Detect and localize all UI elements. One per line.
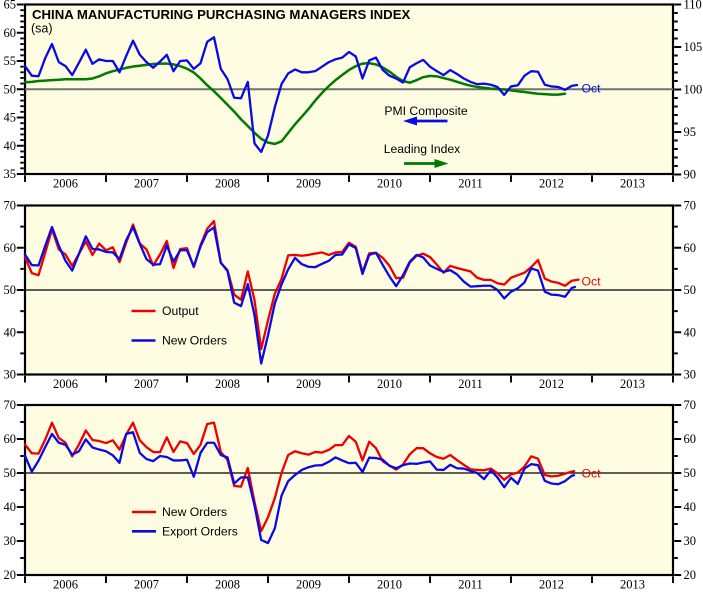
svg-text:45: 45 [4, 111, 17, 125]
svg-text:90: 90 [684, 168, 697, 182]
svg-text:2006: 2006 [53, 176, 78, 190]
svg-text:50: 50 [4, 283, 17, 297]
svg-text:2011: 2011 [458, 377, 483, 391]
svg-text:105: 105 [684, 40, 703, 54]
svg-text:70: 70 [4, 398, 17, 412]
svg-text:Oct: Oct [582, 82, 602, 96]
svg-text:65: 65 [4, 0, 17, 12]
svg-text:2006: 2006 [53, 377, 78, 391]
svg-text:New Orders: New Orders [162, 505, 227, 519]
svg-text:2008: 2008 [215, 577, 240, 591]
svg-text:70: 70 [4, 199, 17, 213]
svg-text:2012: 2012 [539, 577, 564, 591]
svg-text:2007: 2007 [134, 176, 159, 190]
svg-text:2007: 2007 [134, 377, 159, 391]
svg-text:30: 30 [4, 534, 17, 548]
svg-text:Export Orders: Export Orders [162, 524, 238, 538]
svg-text:40: 40 [4, 139, 17, 153]
svg-text:40: 40 [4, 500, 17, 514]
svg-text:40: 40 [4, 325, 17, 339]
svg-text:2010: 2010 [377, 577, 402, 591]
svg-text:40: 40 [684, 500, 697, 514]
svg-text:110: 110 [684, 0, 702, 12]
svg-text:2009: 2009 [296, 577, 321, 591]
svg-text:30: 30 [4, 368, 17, 382]
svg-text:2010: 2010 [377, 377, 402, 391]
svg-text:50: 50 [684, 466, 697, 480]
svg-text:2006: 2006 [53, 577, 78, 591]
svg-text:(sa): (sa) [31, 22, 53, 36]
svg-text:50: 50 [684, 283, 697, 297]
svg-text:60: 60 [4, 241, 17, 255]
svg-text:2013: 2013 [620, 577, 645, 591]
svg-text:2013: 2013 [620, 377, 645, 391]
svg-text:40: 40 [684, 325, 697, 339]
svg-text:50: 50 [4, 466, 17, 480]
svg-text:20: 20 [4, 568, 17, 582]
svg-text:30: 30 [684, 368, 697, 382]
svg-text:Output: Output [162, 304, 199, 318]
svg-text:100: 100 [684, 83, 703, 97]
svg-text:2013: 2013 [620, 176, 645, 190]
svg-text:60: 60 [4, 26, 17, 40]
svg-text:Leading Index: Leading Index [384, 142, 461, 156]
svg-text:2008: 2008 [215, 176, 240, 190]
svg-text:2009: 2009 [296, 377, 321, 391]
svg-text:70: 70 [684, 398, 697, 412]
svg-text:95: 95 [684, 125, 697, 139]
svg-text:60: 60 [684, 241, 697, 255]
svg-text:2007: 2007 [134, 577, 159, 591]
svg-text:55: 55 [4, 54, 17, 68]
svg-text:2012: 2012 [539, 377, 564, 391]
svg-text:PMI Composite: PMI Composite [384, 104, 468, 118]
svg-text:30: 30 [684, 534, 697, 548]
svg-text:50: 50 [4, 82, 17, 96]
svg-text:2012: 2012 [539, 176, 564, 190]
svg-text:2009: 2009 [296, 176, 321, 190]
svg-text:60: 60 [684, 432, 697, 446]
svg-text:CHINA MANUFACTURING PURCHASING: CHINA MANUFACTURING PURCHASING MANAGERS … [32, 7, 410, 22]
svg-text:2008: 2008 [215, 377, 240, 391]
svg-text:35: 35 [4, 167, 17, 181]
svg-text:70: 70 [684, 199, 697, 213]
svg-text:Oct: Oct [582, 467, 602, 481]
svg-text:60: 60 [4, 432, 17, 446]
svg-text:2010: 2010 [377, 176, 402, 190]
svg-text:20: 20 [684, 568, 697, 582]
svg-text:Oct: Oct [582, 275, 602, 289]
svg-text:2011: 2011 [458, 577, 483, 591]
svg-text:2011: 2011 [458, 176, 483, 190]
svg-text:New Orders: New Orders [162, 334, 227, 348]
